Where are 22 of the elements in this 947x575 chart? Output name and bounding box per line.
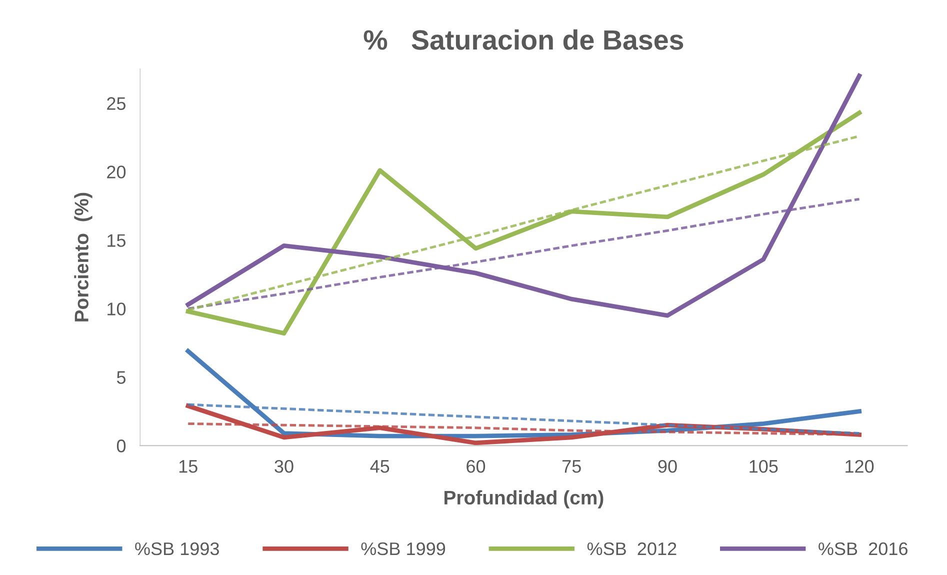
x-tick-label: 60: [466, 460, 486, 473]
y-tick-label: 10: [108, 302, 126, 316]
legend-label: %SB 2012: [587, 542, 676, 556]
y-axis-title: Porciento (%): [74, 192, 92, 322]
y-tick-label: 25: [107, 97, 126, 110]
chart-title: % Saturacion de Bases: [364, 29, 684, 50]
legend-label: %SB 2016: [818, 542, 908, 556]
x-tick-label: 15: [179, 460, 198, 473]
legend-label: %SB 1999: [361, 542, 446, 556]
x-tick-label: 30: [274, 460, 294, 473]
y-tick-label: 0: [116, 440, 126, 452]
x-tick-label: 120: [846, 460, 874, 473]
y-tick-label: 15: [108, 234, 126, 247]
x-tick-label: 45: [370, 460, 390, 473]
legend-label: %SB 1993: [135, 542, 219, 556]
x-tick-label: 75: [562, 460, 581, 473]
x-axis-title: Profundidad (cm): [444, 490, 604, 508]
x-tick-label: 90: [658, 460, 677, 473]
y-tick-label: 20: [107, 166, 126, 178]
y-tick-label: 5: [116, 371, 126, 384]
x-tick-label: 105: [750, 460, 778, 473]
line-series: [186, 74, 862, 318]
